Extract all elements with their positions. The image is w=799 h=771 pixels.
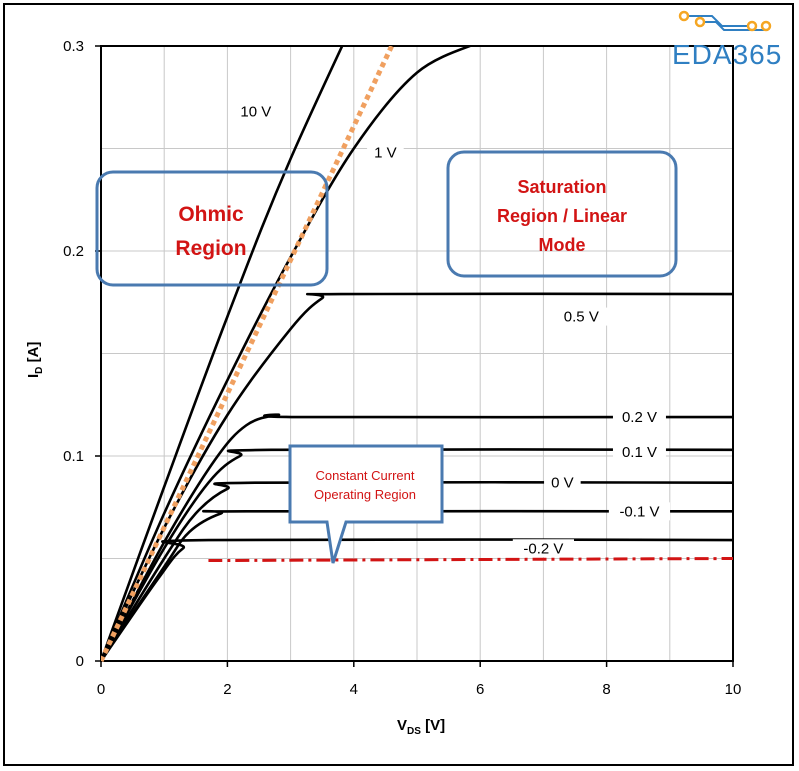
curve-label-bg: [544, 473, 581, 492]
ohmic-region-line1: Ohmic: [178, 203, 244, 226]
tick-labels: 0 2 4 6 8 10 0 0.1 0.2 0.3: [63, 38, 741, 698]
ohmic-region-box: [95, 170, 329, 287]
y-axis-title-sub: D: [34, 367, 45, 374]
callout-line1: Constant Current: [316, 468, 415, 483]
curve-label: 0.1 V: [622, 444, 657, 461]
curve-labels: 10 V 1 V 0.5 V 0.2 V 0.1 V 0 V -0.1 V -0.2 V: [233, 102, 671, 558]
curve-label-bg: [233, 102, 279, 121]
x-axis-title: VDS [V]: [397, 717, 445, 737]
eda365-logo: EDA365: [672, 10, 782, 70]
curve-label: -0.1 V: [619, 503, 659, 520]
curve-label-bg: [608, 502, 671, 521]
y-axis-title-main: I: [25, 374, 42, 378]
series-layer: [101, 46, 734, 663]
constant-current-callout: Constant Current Operating Region: [288, 444, 444, 564]
callout-shape: [288, 444, 444, 564]
logo-dot-3: [746, 20, 758, 32]
series-line-4: [101, 448, 734, 662]
series-line-1: [101, 46, 474, 662]
saturation-region-box: [446, 150, 678, 278]
ohmic-region-line2: Region: [175, 237, 246, 260]
ohmic-region-annotation: Ohmic Region: [95, 170, 329, 287]
y-tick-label: 0.1: [63, 448, 84, 465]
saturation-region-line1: Saturation: [517, 177, 606, 197]
x-tick-label: 10: [725, 681, 742, 698]
series-line-5: [101, 480, 734, 662]
curve-label: -0.2 V: [523, 540, 563, 557]
x-tick-label: 2: [223, 681, 231, 698]
series-line-9: [101, 46, 394, 663]
curve-label: 1 V: [374, 145, 397, 162]
callout-line2: Operating Region: [314, 487, 416, 502]
plot-area: [100, 45, 734, 662]
curve-label-bg: [554, 307, 608, 326]
y-tick-label: 0.2: [63, 243, 84, 260]
curve-label: 0.5 V: [564, 309, 599, 326]
y-axis-title-unit: [A]: [25, 342, 42, 367]
logo-trace-1: [684, 15, 752, 27]
saturation-region-line2: Region / Linear: [497, 206, 627, 226]
x-axis-title-sub: DS: [407, 726, 421, 737]
x-tick-label: 8: [602, 681, 610, 698]
curve-label-bg: [612, 442, 666, 461]
x-tick-label: 0: [97, 681, 105, 698]
y-axis-title: ID [A]: [25, 342, 45, 378]
curve-label: 0 V: [551, 475, 574, 492]
curve-label-bg: [512, 539, 574, 558]
y-tick-label: 0.3: [63, 38, 84, 55]
logo-trace-2: [700, 21, 764, 31]
series-group: [101, 46, 734, 663]
y-tick-label: 0: [76, 653, 84, 670]
curve-label: 10 V: [240, 104, 271, 121]
saturation-region-annotation: Saturation Region / Linear Mode: [446, 150, 678, 278]
logo-dot-4: [760, 20, 772, 32]
saturation-region-line3: Mode: [539, 235, 586, 255]
x-axis-title-main: V: [397, 717, 407, 734]
chart-frame: [3, 3, 794, 766]
series-line-8: [208, 557, 734, 563]
x-axis-title-unit: [V]: [421, 717, 445, 734]
curve-label-bg: [367, 143, 404, 162]
logo-text: EDA365: [672, 39, 782, 70]
logo-dot-2: [694, 16, 706, 28]
logo-dot-1: [678, 10, 690, 22]
grid-lines: [100, 45, 734, 662]
series-line-6: [101, 509, 734, 662]
x-tick-label: 4: [350, 681, 358, 698]
series-line-0: [101, 46, 344, 662]
curve-label-bg: [612, 408, 666, 427]
curve-label: 0.2 V: [622, 409, 657, 426]
x-tick-label: 6: [476, 681, 484, 698]
